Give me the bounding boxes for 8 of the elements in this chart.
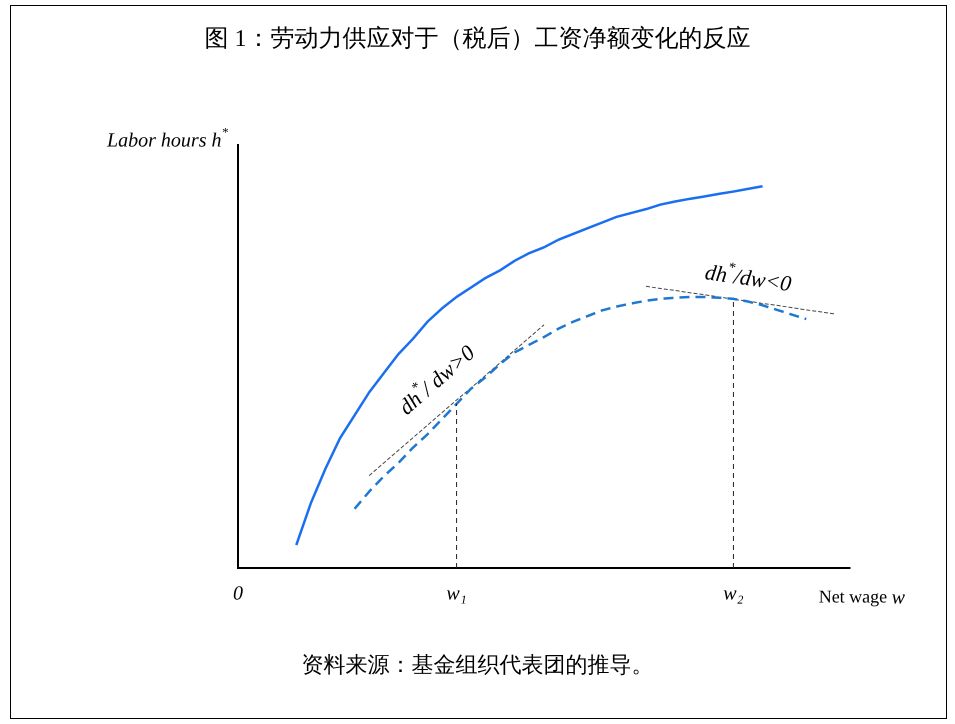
x-axis-title: Net wage w xyxy=(818,586,906,608)
chart-title: 图 1：劳动力供应对于（税后）工资净额变化的反应 xyxy=(204,24,752,54)
x-tick-label: w₂ xyxy=(723,582,744,604)
x-tick-label: 0 xyxy=(233,582,243,604)
y-axis-title: Labor hours h* xyxy=(106,124,228,152)
text: 资料来源：基金组织代表团的推导。 xyxy=(300,651,654,679)
x-tick-label: w₁ xyxy=(446,582,467,604)
annotation: dh*/dw<0 xyxy=(704,259,793,296)
